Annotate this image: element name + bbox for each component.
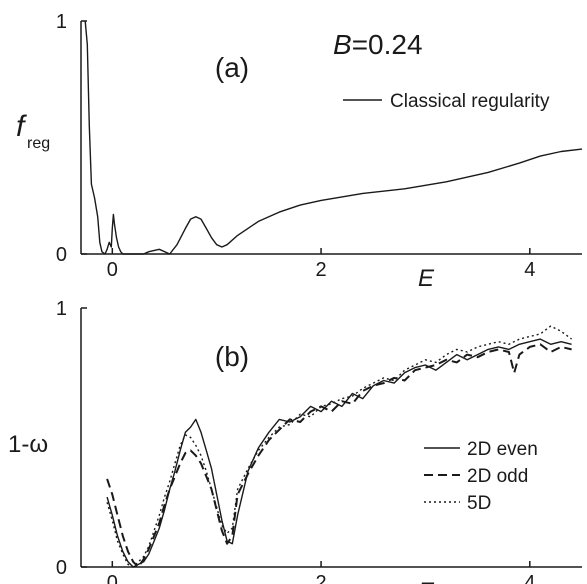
panel-label: (a): [215, 52, 249, 83]
x-tick-label: 4: [524, 259, 535, 281]
parameter-annotation: B=0.24: [333, 29, 423, 60]
parameter-name: B: [333, 29, 352, 60]
y-tick-label: 1: [56, 11, 67, 33]
y-axis-title: 1-ω: [8, 431, 48, 458]
legend-label: 2D odd: [467, 466, 528, 487]
series-line-2d-even: [106, 338, 572, 568]
parameter-value: =0.24: [352, 29, 423, 60]
series-line-2d-odd: [106, 343, 572, 568]
panel-label: (b): [215, 341, 249, 372]
legend-label: Classical regularity: [390, 91, 550, 112]
legend-label: 2D even: [467, 439, 538, 460]
x-tick-label: 2: [316, 259, 327, 281]
x-tick-label: 2: [316, 572, 327, 584]
x-axis-title: E: [418, 265, 435, 292]
legend-label: 5D: [467, 493, 491, 514]
y-axis-title: f: [16, 110, 27, 143]
x-tick-label: 0: [107, 259, 118, 281]
x-tick-label: 0: [107, 572, 118, 584]
x-tick-label: 4: [524, 572, 535, 584]
y-tick-label: 1: [56, 298, 67, 320]
y-axis-title-subscript: reg: [27, 135, 50, 152]
x-axis-title: E: [418, 578, 435, 584]
y-tick-label: 0: [56, 244, 67, 266]
series-line-classical-regularity: [84, 20, 583, 255]
y-tick-label: 0: [56, 557, 67, 579]
